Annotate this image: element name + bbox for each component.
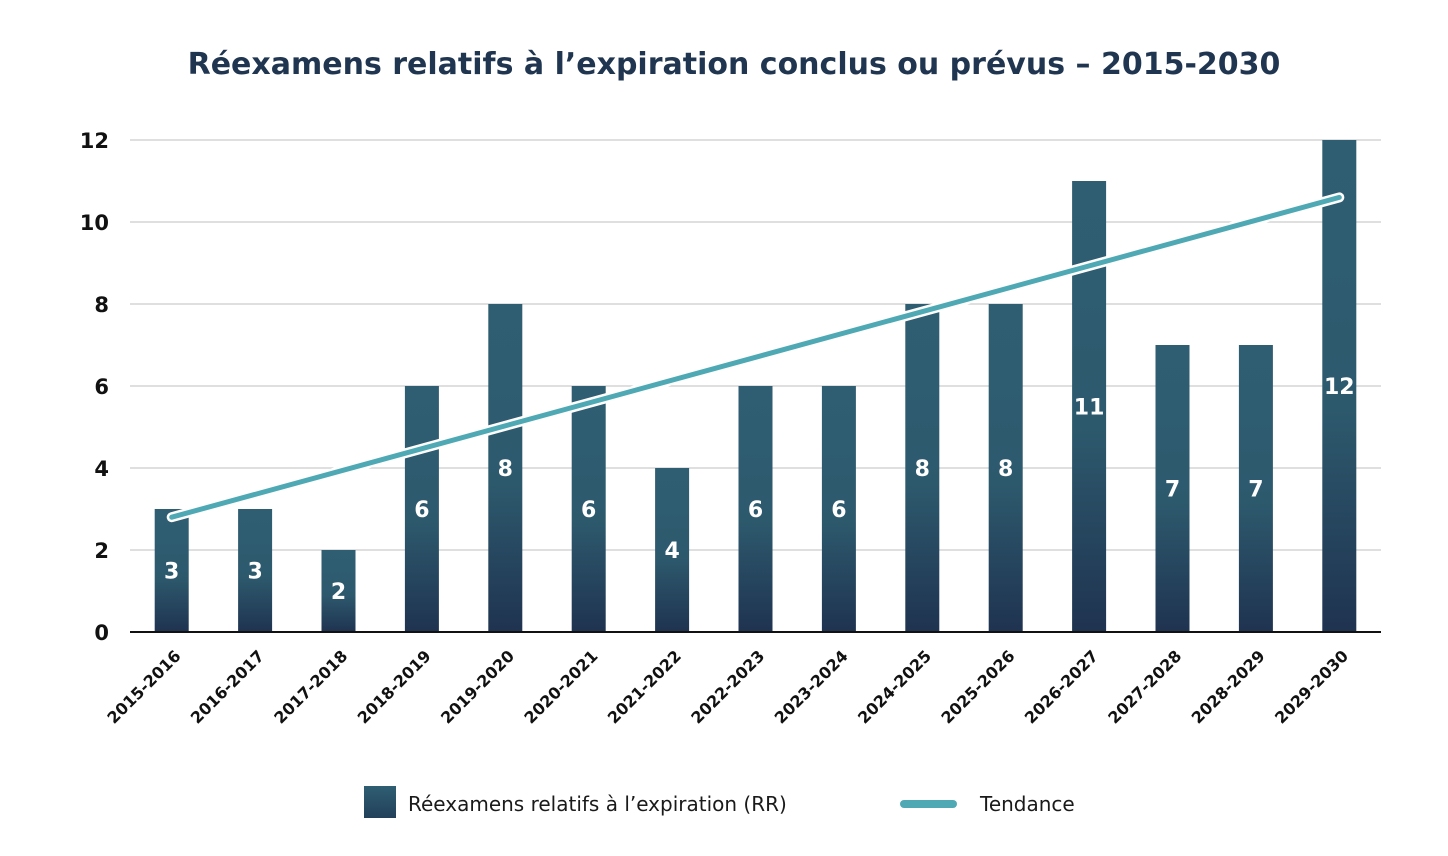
y-tick-label: 10 (80, 211, 109, 235)
bar (571, 386, 606, 632)
x-tick-label: 2025-2026 (937, 646, 1018, 727)
y-tick-label: 2 (94, 539, 109, 563)
trend-line-group (166, 192, 1345, 523)
bar (404, 386, 439, 632)
bar-value-label: 6 (831, 498, 846, 523)
x-tick-label: 2027-2028 (1104, 646, 1185, 727)
y-tick-label: 8 (94, 293, 109, 317)
bar (1322, 140, 1357, 632)
bar (238, 509, 273, 632)
bar-value-label: 12 (1324, 375, 1355, 400)
x-tick-label: 2021-2022 (604, 646, 685, 727)
y-axis-ticks: 0 2 4 6 8 10 12 (80, 129, 109, 645)
bar (154, 509, 189, 632)
y-tick-label: 0 (94, 621, 109, 645)
bar-value-label: 8 (498, 457, 513, 482)
legend: Réexamens relatifs à l’expiration (RR) T… (364, 786, 1075, 818)
trend-line (169, 194, 1342, 520)
bar-value-label: 7 (1248, 478, 1263, 503)
bar (1072, 181, 1107, 632)
legend-label-trend: Tendance (979, 792, 1075, 816)
bar (905, 304, 940, 632)
x-tick-label: 2029-2030 (1271, 646, 1352, 727)
bar (1155, 345, 1190, 632)
x-tick-label: 2024-2025 (854, 646, 935, 727)
bar (488, 304, 523, 632)
x-tick-label: 2028-2029 (1188, 646, 1269, 727)
bar (738, 386, 773, 632)
x-axis-ticks: 2015-2016 2016-2017 2017-2018 2018-2019 2019… (103, 646, 1352, 727)
x-tick-label: 2015-2016 (103, 646, 184, 727)
bar (655, 468, 690, 632)
x-tick-label: 2026-2027 (1021, 646, 1102, 727)
bar-value-label: 3 (164, 560, 179, 585)
y-tick-label: 12 (80, 129, 109, 153)
x-tick-label: 2018-2019 (354, 646, 435, 727)
x-tick-label: 2017-2018 (270, 646, 351, 727)
bar-value-label: 4 (664, 539, 679, 564)
x-tick-label: 2022-2023 (687, 646, 768, 727)
bar-value-label: 8 (998, 457, 1013, 482)
chart-title: Réexamens relatifs à l’expiration conclu… (188, 47, 1281, 82)
bar-value-label: 6 (748, 498, 763, 523)
x-tick-label: 2016-2017 (187, 646, 268, 727)
bar-value-label: 6 (414, 498, 429, 523)
x-tick-label: 2019-2020 (437, 646, 518, 727)
bar-value-label: 11 (1074, 396, 1105, 421)
y-tick-label: 4 (94, 457, 109, 481)
bar (821, 386, 856, 632)
data-labels: 3 3 2 6 8 6 4 6 6 8 8 11 7 7 12 (164, 375, 1355, 605)
bar (988, 304, 1023, 632)
x-tick-label: 2020-2021 (520, 646, 601, 727)
bars (154, 140, 1357, 632)
legend-swatch-bars (364, 786, 396, 818)
bar-value-label: 8 (915, 457, 930, 482)
bar-value-label: 6 (581, 498, 596, 523)
bar (321, 550, 356, 632)
bar (1238, 345, 1273, 632)
bar-value-label: 7 (1165, 478, 1180, 503)
x-tick-label: 2023-2024 (771, 646, 852, 727)
legend-label-bars: Réexamens relatifs à l’expiration (RR) (408, 792, 787, 816)
y-tick-label: 6 (94, 375, 109, 399)
bar-value-label: 2 (331, 580, 346, 605)
bar-value-label: 3 (247, 560, 262, 585)
